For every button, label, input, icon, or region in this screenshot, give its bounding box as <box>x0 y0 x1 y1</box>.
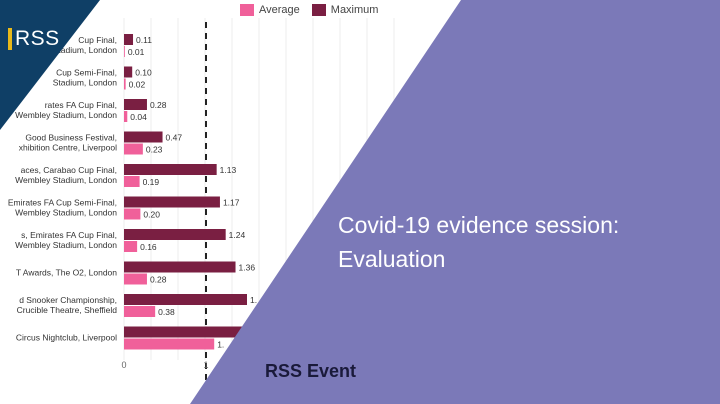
data-label-maximum: 1.13 <box>220 165 237 175</box>
category-label: Stadium, London <box>53 45 118 55</box>
category-label: Cup Final, <box>78 35 117 45</box>
bar-average <box>124 306 156 317</box>
category-label: Cup Semi-Final, <box>56 68 117 78</box>
bar-average <box>124 111 128 122</box>
data-label-average: 1. <box>217 340 224 350</box>
data-label-average: 0.28 <box>150 275 167 285</box>
purple-panel <box>190 0 720 404</box>
category-label: xhibition Centre, Liverpool <box>19 143 117 153</box>
data-label-average: 0.16 <box>140 242 157 252</box>
legend-label-maximum: Maximum <box>330 4 379 16</box>
bar-average <box>124 338 215 350</box>
data-label-average: 0.02 <box>129 80 146 90</box>
category-label: Wembley Stadium, London <box>15 175 117 185</box>
data-label-average: 0.23 <box>146 145 163 155</box>
navy-corner <box>0 0 100 130</box>
category-label: Good Business Festival, <box>25 133 117 143</box>
data-label-maximum: 1.17 <box>223 198 240 208</box>
category-label: Wembley Stadium, London <box>15 240 117 250</box>
bar-maximum <box>124 326 256 338</box>
legend-item-maximum: Maximum <box>311 4 379 16</box>
bar-average <box>124 46 125 57</box>
bar-maximum <box>124 131 163 143</box>
bar-average <box>124 78 126 90</box>
data-label-maximum: 0.11 <box>136 35 152 45</box>
category-label: Circus Nightclub, Liverpool <box>16 333 117 343</box>
category-label: Stadium, London <box>53 78 118 88</box>
bar-maximum <box>124 66 133 78</box>
slide-title-line-1: Covid-19 evidence session: <box>338 212 620 238</box>
legend-item-average: Average <box>240 4 300 16</box>
data-label-maximum: 1. <box>250 295 257 305</box>
chart-legend: Average Maximum <box>240 3 390 17</box>
category-label: rates FA Cup Final, <box>45 100 117 110</box>
category-label: Emirates FA Cup Semi-Final, <box>8 198 117 208</box>
category-label: T Awards, The O2, London <box>16 268 117 278</box>
category-label: d Snooker Championship, <box>19 295 117 305</box>
category-label: Wembley Stadium, London <box>15 208 117 218</box>
data-label-average: 0.20 <box>143 210 160 220</box>
data-label-maximum: 0.10 <box>135 68 152 78</box>
bar-average <box>124 208 141 220</box>
bar-maximum <box>124 294 247 305</box>
bar-maximum <box>124 196 220 208</box>
bar-average <box>124 273 147 285</box>
legend-swatch-maximum <box>311 4 326 16</box>
slide-title-line-2: Evaluation <box>338 246 446 272</box>
bar-average <box>124 241 138 252</box>
category-label: s, Emirates FA Cup Final, <box>21 230 117 240</box>
data-label-maximum: 0.47 <box>166 133 183 143</box>
bar-maximum <box>124 261 236 273</box>
data-label-average: 0.38 <box>158 307 175 317</box>
data-label-maximum: 1.24 <box>229 230 246 240</box>
logo-text: RSS <box>15 27 60 50</box>
rss-logo: RSS <box>8 27 60 51</box>
data-label-maximum: 1.36 <box>239 263 256 273</box>
slide-title: Covid-19 evidence session: Evaluation <box>338 208 619 276</box>
legend-label-average: Average <box>259 4 300 16</box>
legend-swatch-average <box>240 4 254 16</box>
bar-maximum <box>124 99 147 110</box>
data-label-average: 0.01 <box>128 47 145 57</box>
bar-average <box>124 176 140 187</box>
x-tick-label: 1 <box>203 360 208 370</box>
logo-band <box>0 0 100 130</box>
data-label-average: 0.19 <box>143 177 160 187</box>
bar-maximum <box>124 164 217 175</box>
category-label: aces, Carabao Cup Final, <box>21 165 117 175</box>
logo-accent-bar <box>8 28 12 50</box>
category-label: Crucible Theatre, Sheffield <box>17 305 118 315</box>
bar-average <box>124 143 143 155</box>
data-label-average: 0.04 <box>130 112 147 122</box>
bar-maximum <box>124 229 226 240</box>
data-label-maximum: 0.28 <box>150 100 167 110</box>
x-tick-label: 0 <box>121 360 126 370</box>
event-label: RSS Event <box>265 361 357 381</box>
bar-maximum <box>124 34 134 45</box>
category-label: Wembley Stadium, London <box>15 110 117 120</box>
